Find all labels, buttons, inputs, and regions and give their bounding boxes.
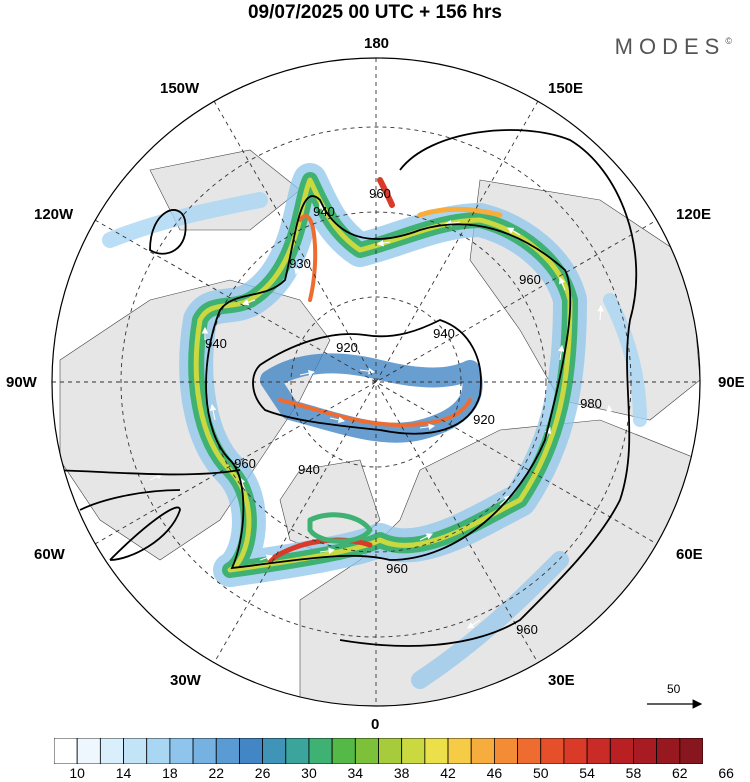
contour-label: 930	[289, 256, 311, 271]
colorbar-swatch	[76, 738, 101, 764]
lon-label-120w: 120W	[34, 206, 74, 223]
colorbar-swatch	[447, 738, 472, 764]
colorbar-swatch	[192, 738, 217, 764]
reference-vector-label: 50	[667, 682, 681, 696]
colorbar-tick-label: 46	[486, 765, 503, 781]
colorbar-swatch	[540, 738, 565, 764]
contour-label: 940	[205, 336, 227, 351]
colorbar-swatch	[586, 738, 611, 764]
colorbar-tick-label: 50	[532, 765, 549, 781]
colorbar-ticks: 10141822263034384246505458626670	[54, 764, 734, 782]
lon-label-30w: 30W	[170, 672, 201, 689]
colorbar-swatch	[517, 738, 542, 764]
contour-label: 960	[519, 272, 541, 287]
colorbar-swatch	[401, 738, 426, 764]
colorbar-swatch	[308, 738, 333, 764]
colorbar-tick-label: 42	[440, 765, 456, 781]
colorbar-tick-label: 54	[579, 765, 595, 781]
lon-label-0: 0	[371, 716, 380, 733]
map-boundary	[51, 57, 701, 707]
contour-label: 920	[473, 412, 495, 427]
colorbar-swatch	[262, 738, 287, 764]
colorbar-tick-label: 62	[672, 765, 688, 781]
contour-label: 960	[234, 456, 256, 471]
contour-label: 940	[313, 204, 335, 219]
contour-label: 960	[369, 186, 391, 201]
colorbar-swatch	[378, 738, 403, 764]
colorbar-tick-label: 66	[718, 765, 734, 781]
modes-logo: MODES©	[614, 34, 732, 59]
graticule	[52, 58, 700, 706]
colorbar-swatch	[54, 738, 78, 764]
contour-label: 960	[386, 561, 408, 576]
colorbar-swatch	[493, 738, 518, 764]
lon-label-60w: 60W	[34, 546, 65, 563]
reference-vector: 50	[645, 682, 705, 712]
colorbar-tick-label: 30	[301, 765, 317, 781]
colorbar-swatch	[424, 738, 449, 764]
colorbar-tick-label: 10	[69, 765, 85, 781]
colorbar-swatch	[679, 738, 703, 764]
colorbar-swatch	[99, 738, 124, 764]
colorbar-swatch	[285, 738, 310, 764]
contour-label: 940	[433, 326, 455, 341]
colorbar-swatch	[470, 738, 495, 764]
contour-label: 960	[516, 622, 538, 637]
lon-label-90e: 90E	[718, 374, 745, 391]
colorbar-swatch	[169, 738, 194, 764]
colorbar-swatch	[656, 738, 681, 764]
colorbar-swatch	[123, 738, 148, 764]
lon-label-60e: 60E	[676, 546, 703, 563]
colorbar-tick-label: 22	[208, 765, 225, 781]
colorbar-tick-label: 26	[254, 765, 271, 781]
lon-label-30e: 30E	[548, 672, 575, 689]
lon-label-180: 180	[364, 35, 390, 52]
colorbar	[54, 738, 703, 764]
contour-labels: 960 940 930 960 940 920 940 920 960 940 …	[205, 186, 602, 637]
colorbar-swatch	[146, 738, 171, 764]
contour-label: 940	[298, 462, 320, 477]
colorbar-tick-label: 14	[115, 765, 132, 781]
lon-label-150w: 150W	[160, 80, 200, 97]
colorbar-swatch	[239, 738, 264, 764]
arrow-right-icon	[647, 699, 703, 709]
lon-label-120e: 120E	[676, 206, 712, 223]
colorbar-swatch	[331, 738, 356, 764]
map-title: 09/07/2025 00 UTC + 156 hrs	[247, 2, 503, 23]
colorbar-swatch	[563, 738, 588, 764]
colorbar-swatch	[354, 738, 379, 764]
colorbar-swatch	[215, 738, 240, 764]
colorbar-tick-label: 34	[347, 765, 364, 781]
colorbar-swatch	[633, 738, 658, 764]
contour-label: 980	[580, 396, 602, 411]
colorbar-tick-label: 38	[393, 765, 410, 781]
wind-vectors	[129, 165, 613, 629]
contour-label: 920	[336, 340, 358, 355]
colorbar-tick-label: 58	[625, 765, 642, 781]
colorbar-swatch	[609, 738, 634, 764]
lon-label-150e: 150E	[548, 80, 584, 97]
polar-stereographic-map: 960 940 930 960 940 920 940 920 960 940 …	[51, 57, 701, 707]
lon-label-90w: 90W	[6, 374, 37, 391]
colorbar-tick-label: 18	[162, 765, 178, 781]
